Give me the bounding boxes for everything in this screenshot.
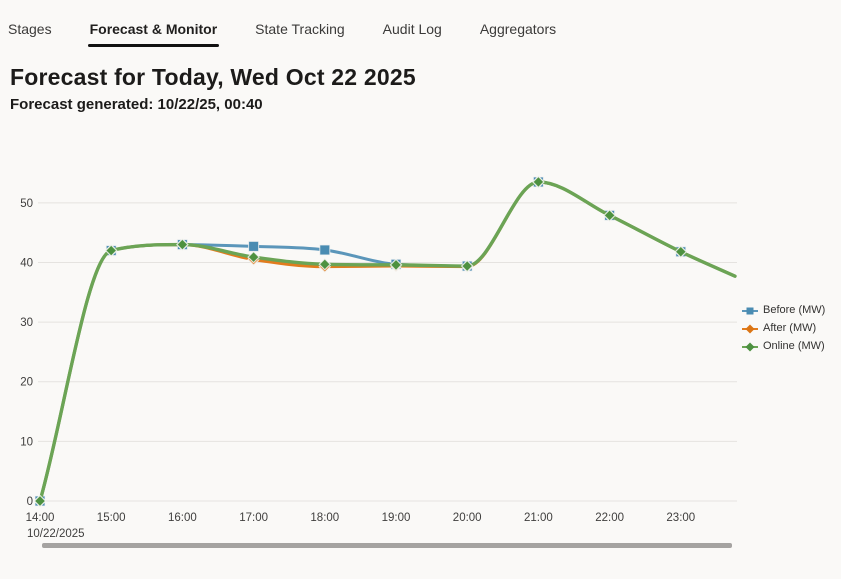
x-tick-label: 21:00: [524, 512, 553, 524]
page-header: Forecast for Today, Wed Oct 22 2025 Fore…: [0, 47, 841, 113]
data-point-marker: [319, 244, 331, 256]
data-point-marker: [604, 209, 616, 221]
data-point-marker: [461, 260, 473, 272]
tab-bar: Stages Forecast & Monitor State Tracking…: [0, 0, 841, 47]
data-point-marker: [247, 253, 260, 266]
tab-audit-log[interactable]: Audit Log: [383, 21, 442, 47]
data-point-marker: [674, 245, 688, 259]
tab-forecast-monitor[interactable]: Forecast & Monitor: [87, 21, 220, 47]
data-point-marker: [33, 494, 47, 508]
x-tick-label: 17:00: [239, 512, 268, 524]
tab-audit-log-label: Audit Log: [382, 21, 442, 37]
data-point-marker: [318, 260, 332, 274]
active-tab-underline: [87, 44, 220, 47]
tab-aggregators[interactable]: Aggregators: [480, 21, 556, 47]
page-title: Forecast for Today, Wed Oct 22 2025: [10, 64, 416, 90]
x-tick-label: 22:00: [595, 512, 624, 524]
legend-label-online: Online (MW): [763, 340, 825, 352]
after-series-marker-icon: [742, 322, 758, 334]
y-tick-label: 40: [20, 257, 33, 269]
x-tick-label: 23:00: [666, 512, 695, 524]
data-point-marker: [460, 260, 474, 274]
legend-item-after[interactable]: After (MW): [742, 319, 825, 337]
chart-horizontal-scrollbar[interactable]: [42, 543, 732, 548]
data-point-marker: [34, 495, 46, 507]
series-line: [38, 180, 737, 503]
x-tick-label: 14:00: [26, 512, 55, 524]
y-tick-label: 30: [20, 317, 33, 329]
legend-item-online[interactable]: Online (MW): [742, 337, 825, 355]
x-tick-label: 20:00: [453, 512, 482, 524]
data-point-marker: [675, 246, 687, 258]
data-point-marker: [176, 238, 189, 251]
data-point-marker: [603, 209, 616, 222]
x-tick-label: 18:00: [310, 512, 339, 524]
data-point-marker: [389, 258, 403, 272]
before-series-marker-icon: [742, 304, 758, 316]
data-point-marker: [389, 259, 403, 273]
y-tick-label: 10: [20, 436, 33, 448]
data-point-marker: [603, 209, 616, 222]
tab-aggregators-label: Aggregators: [479, 21, 557, 37]
x-tick-label: 16:00: [168, 512, 197, 524]
tab-forecast-monitor-label: Forecast & Monitor: [89, 21, 218, 37]
x-axis-date-label: 10/22/2025: [27, 528, 85, 540]
x-tick-label: 19:00: [382, 512, 411, 524]
tab-stages-label: Stages: [8, 21, 52, 37]
data-point-marker: [532, 175, 545, 189]
data-point-marker: [33, 494, 47, 508]
tab-stages[interactable]: Stages: [8, 21, 52, 47]
data-point-marker: [247, 250, 260, 264]
legend-label-after: After (MW): [763, 322, 817, 334]
online-series-marker-icon: [742, 340, 758, 352]
y-tick-label: 20: [20, 377, 33, 389]
data-point-marker: [460, 259, 474, 273]
series-line: [38, 180, 737, 503]
chart-legend: Before (MW) After (MW) Online (MW): [742, 301, 825, 355]
data-point-marker: [318, 257, 332, 271]
legend-item-before[interactable]: Before (MW): [742, 301, 825, 319]
data-point-marker: [176, 238, 189, 251]
y-tick-label: 50: [20, 198, 33, 210]
data-point-marker: [532, 176, 544, 188]
data-point-marker: [674, 245, 688, 259]
data-point-marker: [532, 175, 545, 189]
data-point-marker: [390, 258, 402, 270]
y-tick-label: 0: [27, 496, 33, 508]
x-tick-label: 15:00: [97, 512, 126, 524]
data-point-marker: [105, 245, 117, 257]
legend-label-before: Before (MW): [763, 304, 826, 316]
forecast-generated-timestamp: Forecast generated: 10/22/25, 00:40: [10, 96, 263, 113]
data-point-marker: [104, 244, 118, 257]
tab-state-tracking[interactable]: State Tracking: [255, 21, 345, 47]
tab-state-tracking-label: State Tracking: [255, 21, 345, 37]
data-point-marker: [104, 244, 118, 257]
data-point-marker: [248, 240, 260, 252]
series-line: [38, 180, 737, 503]
data-point-marker: [176, 239, 188, 251]
